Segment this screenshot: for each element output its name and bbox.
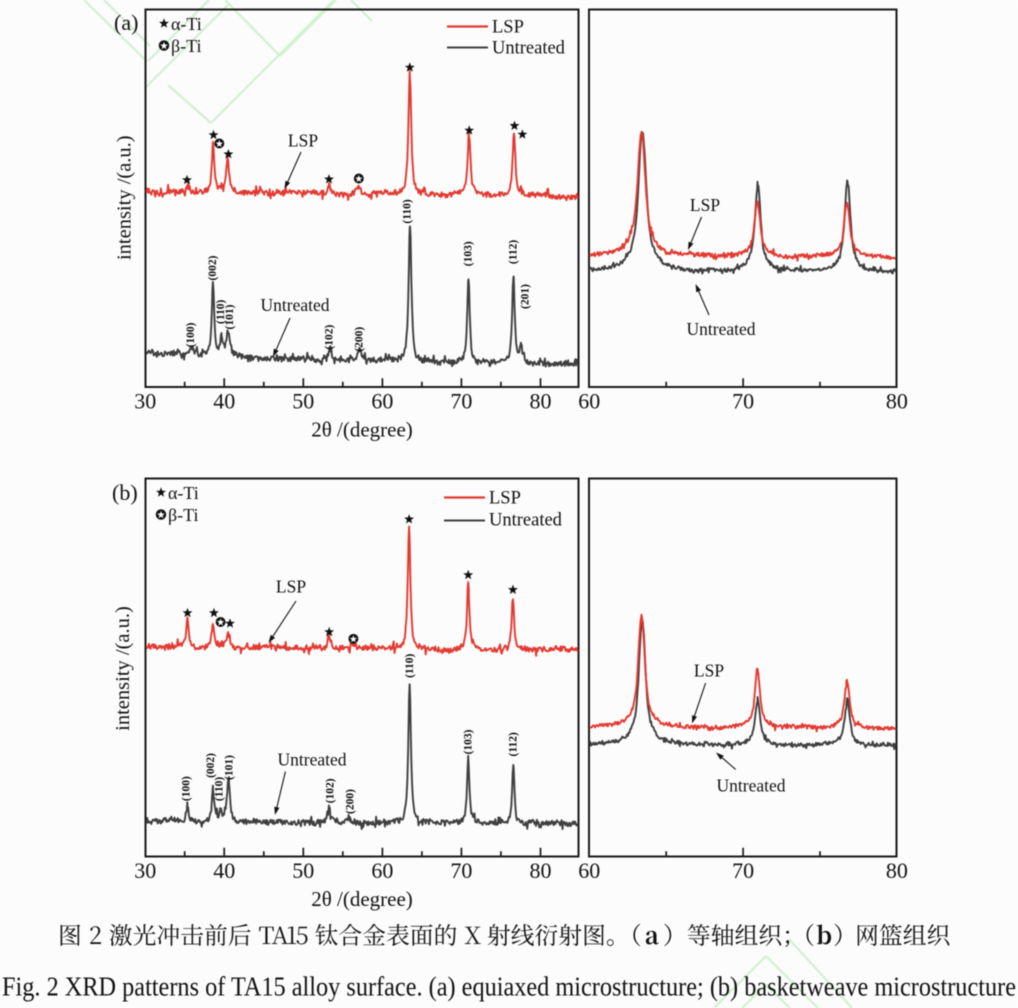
svg-text:Untreated: Untreated: [278, 750, 347, 770]
svg-text:30: 30: [134, 389, 156, 414]
svg-text:β-Ti: β-Ti: [168, 505, 199, 525]
svg-text:(110): (110): [214, 777, 226, 801]
svg-text:(b): (b): [112, 480, 138, 505]
svg-text:70: 70: [450, 389, 472, 414]
svg-text:60: 60: [371, 858, 393, 883]
svg-text:(101): (101): [224, 755, 236, 780]
svg-text:30: 30: [134, 858, 156, 883]
svg-text:40: 40: [213, 389, 235, 414]
svg-text:50: 50: [292, 858, 314, 883]
svg-text:2θ /(degree): 2θ /(degree): [311, 887, 413, 911]
svg-text:(200): (200): [354, 327, 366, 352]
svg-text:(101): (101): [224, 304, 236, 329]
svg-text:80: 80: [886, 858, 908, 883]
svg-text:(100): (100): [181, 776, 193, 801]
svg-text:α-Ti: α-Ti: [171, 14, 202, 34]
svg-text:(100): (100): [185, 322, 197, 347]
svg-text:LSP: LSP: [492, 18, 524, 38]
svg-text:(110): (110): [401, 199, 413, 223]
svg-text:intensity /(a.u.): intensity /(a.u.): [112, 606, 134, 731]
svg-text:Fig. 2 XRD patterns of TA15 al: Fig. 2 XRD patterns of TA15 alloy surfac…: [2, 971, 1016, 1002]
svg-text:β-Ti: β-Ti: [171, 36, 202, 56]
svg-text:LSP: LSP: [276, 577, 306, 597]
svg-text:LSP: LSP: [288, 131, 318, 151]
svg-text:2θ /(degree): 2θ /(degree): [311, 418, 413, 442]
svg-text:Untreated: Untreated: [687, 319, 756, 339]
svg-text:80: 80: [886, 389, 908, 414]
svg-text:(a): (a): [114, 10, 138, 35]
svg-text:80: 80: [529, 389, 551, 414]
svg-text:(112): (112): [508, 240, 520, 264]
svg-text:intensity /(a.u.): intensity /(a.u.): [114, 135, 136, 260]
svg-text:LSP: LSP: [694, 661, 724, 681]
svg-text:80: 80: [529, 858, 551, 883]
svg-text:Untreated: Untreated: [261, 295, 330, 315]
svg-text:(110): (110): [215, 300, 227, 324]
svg-text:Untreated: Untreated: [717, 776, 786, 796]
svg-text:(002): (002): [205, 753, 217, 778]
svg-text:60: 60: [371, 389, 393, 414]
svg-text:40: 40: [213, 858, 235, 883]
svg-text:LSP: LSP: [690, 195, 720, 215]
svg-text:(112): (112): [507, 732, 519, 756]
svg-text:(110): (110): [404, 653, 416, 677]
svg-text:Untreated: Untreated: [489, 511, 563, 531]
svg-text:(002): (002): [207, 255, 219, 280]
svg-text:50: 50: [292, 389, 314, 414]
svg-text:70: 70: [450, 858, 472, 883]
svg-text:Untreated: Untreated: [492, 39, 566, 59]
svg-text:70: 70: [732, 858, 754, 883]
svg-text:(200): (200): [345, 789, 357, 814]
svg-text:(103): (103): [463, 241, 475, 266]
svg-text:LSP: LSP: [489, 489, 521, 509]
svg-text:(103): (103): [462, 729, 474, 754]
svg-text:60: 60: [578, 389, 600, 414]
svg-text:70: 70: [732, 389, 754, 414]
svg-text:α-Ti: α-Ti: [168, 483, 199, 503]
svg-text:(102): (102): [325, 778, 337, 803]
svg-text:(102): (102): [324, 325, 336, 350]
svg-text:(201): (201): [520, 284, 532, 309]
svg-text:60: 60: [578, 858, 600, 883]
